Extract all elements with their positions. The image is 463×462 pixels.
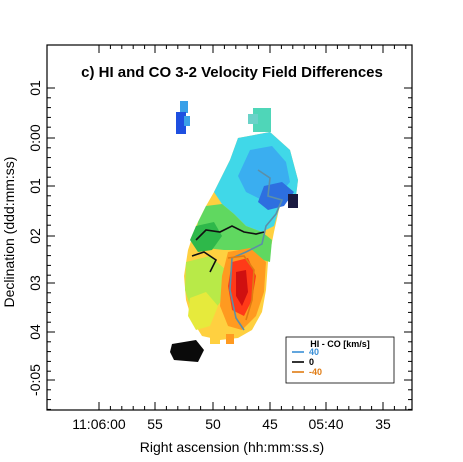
legend-title: HI - CO [km/s] — [310, 339, 370, 349]
y-tick-label: 04 — [27, 324, 43, 340]
x-tick-label: 35 — [375, 416, 391, 432]
y-tick-label: 02 — [27, 228, 43, 244]
legend-box — [285, 336, 395, 384]
contour-zero — [195, 225, 265, 241]
y-tick-label: -0:05 — [27, 364, 43, 396]
x-tick-label: 45 — [262, 416, 278, 432]
contour-zero-2 — [191, 251, 218, 273]
y-tick-label: 03 — [27, 275, 43, 291]
y-tick-label: 01 — [27, 178, 43, 194]
legend-label: 0 — [309, 357, 314, 367]
y-axis: 01 0:00 01 02 03 04 -0:05 — [27, 80, 412, 410]
legend: HI - CO [km/s] 400-40 — [285, 336, 395, 384]
panel-title: c) HI and CO 3-2 Velocity Field Differen… — [81, 64, 383, 81]
x-axis-title: Right ascension (hh:mm:ss.s) — [140, 439, 324, 455]
x-tick-label: 11:06:00 — [72, 416, 126, 432]
x-axis: 11:06:00 55 50 45 05:40 35 — [72, 45, 407, 432]
contour-positive — [229, 169, 284, 331]
y-tick-label: 0:00 — [27, 124, 43, 151]
y-tick-label: 01 — [27, 80, 43, 96]
legend-label: -40 — [309, 367, 322, 377]
y-axis-title: Declination (ddd:mm:ss) — [1, 157, 17, 308]
contour-lines — [191, 169, 284, 331]
x-tick-label: 50 — [205, 416, 221, 432]
legend-label: 40 — [309, 347, 319, 357]
x-tick-label: 55 — [147, 416, 163, 432]
x-tick-label: 05:40 — [308, 416, 343, 432]
velocity-map-image — [170, 101, 298, 362]
contour-negative — [227, 255, 255, 321]
